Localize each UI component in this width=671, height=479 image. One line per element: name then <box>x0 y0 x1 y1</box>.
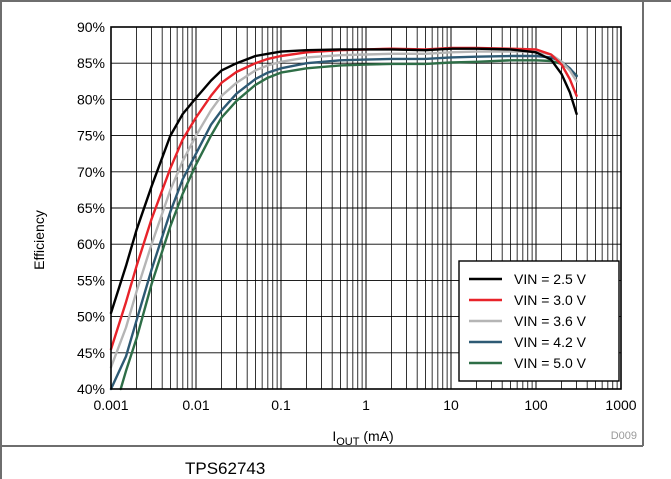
legend-label: VIN = 2.5 V <box>514 271 587 287</box>
series-line <box>119 59 578 391</box>
figure-id: D009 <box>611 430 637 442</box>
legend-label: VIN = 3.6 V <box>514 313 587 329</box>
y-tick-label: 55% <box>77 272 105 288</box>
y-tick-label: 60% <box>77 236 105 252</box>
y-tick-label: 45% <box>77 345 105 361</box>
legend-label: VIN = 4.2 V <box>514 334 587 350</box>
x-tick-labels: 0.001 0.01 0.1 1 10 100 1000 <box>93 397 636 413</box>
y-tick-label: 40% <box>77 381 105 397</box>
figure-caption: TPS62743 <box>185 459 265 478</box>
series-line <box>109 54 578 391</box>
y-tick-label: 85% <box>77 55 105 71</box>
y-tick-label: 70% <box>77 164 105 180</box>
x-axis-title: IOUT (mA) <box>332 428 393 448</box>
y-tick-label: 65% <box>77 200 105 216</box>
legend-label: VIN = 5.0 V <box>514 355 587 371</box>
y-tick-label: 75% <box>77 128 105 144</box>
legend-label: VIN = 3.0 V <box>514 292 587 308</box>
x-tick-label: 1 <box>362 397 370 413</box>
x-tick-label: 0.1 <box>271 397 291 413</box>
x-tick-label: 10 <box>443 397 459 413</box>
y-tick-labels: 40% 45% 50% 55% 60% 65% 70% 75% 80% 85% 90% <box>77 19 105 397</box>
y-tick-label: 50% <box>77 309 105 325</box>
legend: VIN = 2.5 V VIN = 3.0 V VIN = 3.6 V VIN = 4… <box>458 260 620 382</box>
y-tick-label: 80% <box>77 91 105 107</box>
x-tick-label: 100 <box>524 397 548 413</box>
x-axis-title-unit: (mA) <box>359 428 393 444</box>
series-lines <box>109 46 578 391</box>
x-tick-label: 0.001 <box>93 397 128 413</box>
plot-area-border <box>110 26 622 390</box>
y-tick-label: 90% <box>77 19 105 35</box>
x-tick-label: 1000 <box>605 397 636 413</box>
series-line <box>109 47 578 315</box>
x-axis-title-subscript: OUT <box>336 436 360 448</box>
x-tick-label: 0.01 <box>182 397 209 413</box>
series-line <box>109 46 578 351</box>
y-axis-title: Efficiency <box>31 210 47 270</box>
